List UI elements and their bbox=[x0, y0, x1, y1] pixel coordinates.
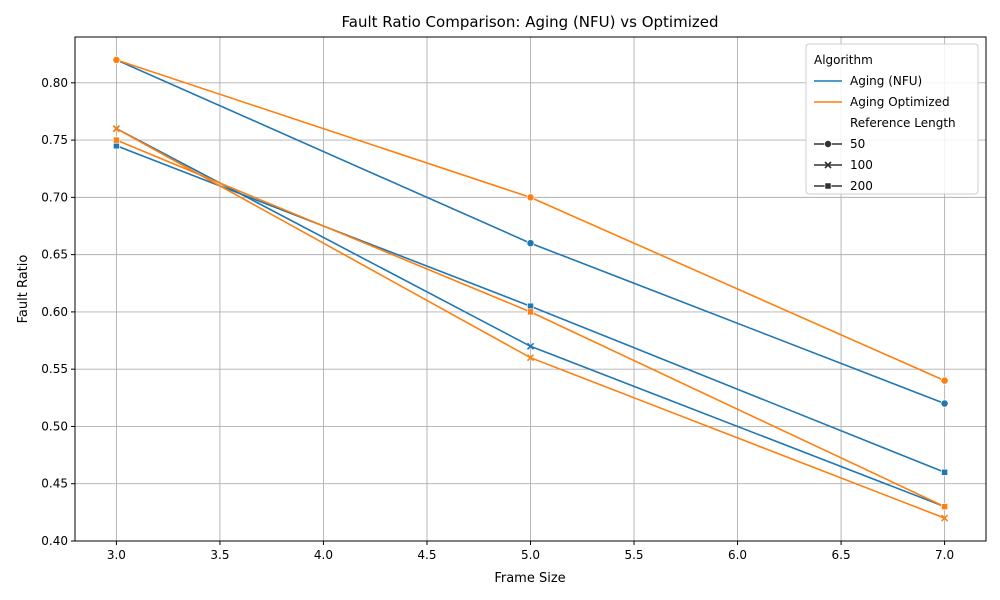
legend-marker bbox=[824, 140, 832, 148]
x-tick-label: 4.0 bbox=[314, 548, 333, 562]
y-tick-label: 0.80 bbox=[41, 76, 68, 90]
x-tick-label: 6.0 bbox=[728, 548, 747, 562]
marker-stroke bbox=[526, 342, 535, 350]
data-point bbox=[526, 239, 535, 248]
legend-title-reference-length: Reference Length bbox=[850, 116, 956, 130]
chart-title: Fault Ratio Comparison: Aging (NFU) vs O… bbox=[342, 13, 719, 31]
y-tick-label: 0.60 bbox=[41, 305, 68, 319]
y-tick-label: 0.45 bbox=[41, 477, 68, 491]
legend-marker bbox=[824, 161, 832, 169]
legend-label: Aging Optimized bbox=[850, 95, 950, 109]
data-point bbox=[526, 193, 535, 202]
data-point bbox=[527, 308, 534, 316]
legend-label: 200 bbox=[850, 179, 873, 193]
data-point bbox=[112, 136, 120, 144]
y-tick-label: 0.65 bbox=[41, 248, 68, 262]
marker-stroke bbox=[824, 161, 832, 169]
marker-stroke bbox=[112, 125, 120, 133]
data-point bbox=[112, 125, 120, 133]
legend-label: Aging (NFU) bbox=[850, 74, 922, 88]
axis-ticks: 3.0 3.5 4.0 4.5 5.0 5.5 6.0 6.5 7.0 0.40 0.45 0.50 0… bbox=[41, 76, 954, 562]
legend-label: 50 bbox=[850, 137, 865, 151]
y-tick-label: 0.55 bbox=[41, 362, 68, 376]
x-axis-label: Frame Size bbox=[494, 571, 565, 586]
legend-title-algorithm: Algorithm bbox=[814, 53, 873, 67]
legend: Algorithm Aging (NFU) Aging Optimized Refer… bbox=[805, 43, 979, 195]
legend-marker bbox=[824, 182, 832, 190]
legend-label: 100 bbox=[850, 158, 873, 172]
data-point bbox=[941, 468, 949, 476]
data-point bbox=[526, 354, 535, 362]
x-tick-label: 4.5 bbox=[417, 548, 436, 562]
y-tick-label: 0.70 bbox=[41, 190, 68, 204]
data-point bbox=[112, 55, 121, 64]
data-point bbox=[112, 142, 120, 150]
data-point bbox=[941, 503, 949, 511]
data-point bbox=[941, 514, 949, 522]
marker-stroke bbox=[941, 514, 949, 522]
x-tick-label: 6.5 bbox=[832, 548, 851, 562]
x-tick-label: 7.0 bbox=[935, 548, 954, 562]
data-point bbox=[527, 302, 534, 310]
data-point bbox=[940, 399, 949, 408]
legend-box bbox=[805, 43, 979, 195]
y-tick-label: 0.50 bbox=[41, 419, 68, 433]
x-tick-label: 3.5 bbox=[210, 548, 229, 562]
x-tick-label: 5.5 bbox=[624, 548, 643, 562]
x-tick-label: 3.0 bbox=[107, 548, 126, 562]
data-point bbox=[940, 376, 949, 385]
marker-stroke bbox=[526, 354, 535, 362]
series-group bbox=[112, 55, 949, 522]
y-tick-label: 0.40 bbox=[41, 534, 68, 548]
x-tick-label: 5.0 bbox=[521, 548, 540, 562]
y-tick-label: 0.75 bbox=[41, 133, 68, 147]
data-point bbox=[526, 342, 535, 350]
y-axis-label: Fault Ratio bbox=[16, 255, 31, 324]
